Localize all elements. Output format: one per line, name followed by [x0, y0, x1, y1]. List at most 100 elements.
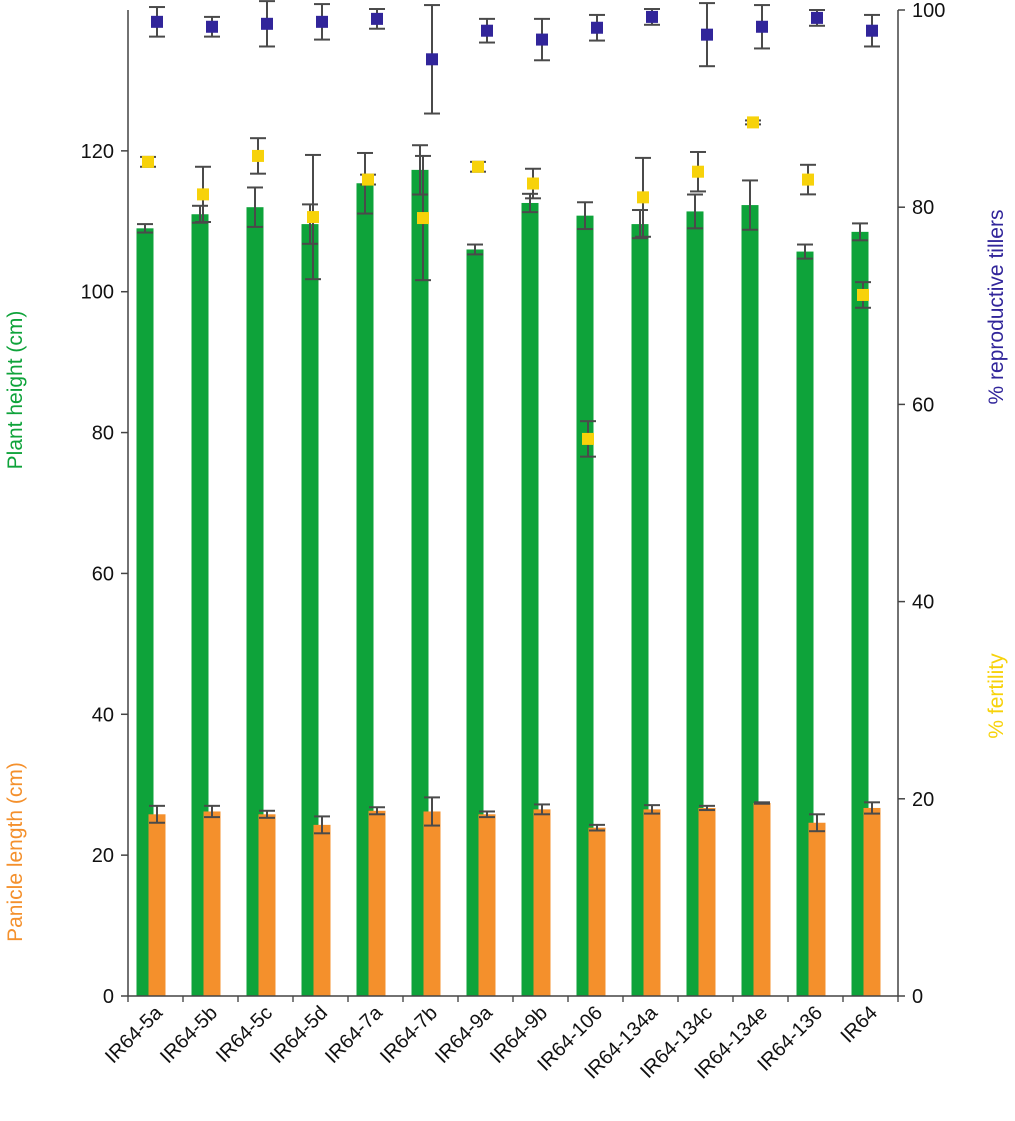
point-fertility [252, 149, 264, 162]
bar-panicle-length [588, 827, 606, 996]
errorbar-panicle-length [699, 804, 715, 812]
point-reproductive-tillers [866, 24, 878, 37]
errorbar-panicle-length [864, 801, 880, 815]
point-reproductive-tillers [151, 15, 163, 28]
point-reproductive-tillers [206, 20, 218, 33]
left-axis-title-panicle-length: Panicle length (cm) [4, 762, 27, 942]
bar-panicle-length [258, 814, 276, 996]
bar-panicle-length [753, 803, 771, 996]
point-fertility [307, 211, 319, 224]
errorbar-panicle-length [479, 810, 495, 819]
left-tick-label: 120 [81, 141, 114, 163]
x-tick-label: IR64-7b [376, 1002, 442, 1068]
errorbar-plant-height [137, 223, 153, 234]
bar-plant-height [466, 249, 484, 996]
errorbar-panicle-length [534, 803, 550, 816]
points-layer [140, 0, 880, 458]
right-tick-label: 20 [912, 789, 934, 811]
point-fertility [417, 212, 429, 225]
errorbar-plant-height [687, 193, 703, 230]
x-tick-label: IR64-5c [212, 1002, 277, 1067]
errorbar-plant-height [577, 201, 593, 231]
point-fertility [747, 116, 759, 129]
x-tick-label: IR64-7a [321, 1001, 387, 1067]
point-reproductive-tillers [646, 10, 658, 23]
point-reproductive-tillers [591, 21, 603, 34]
bar-plant-height [686, 211, 704, 996]
axes-layer [121, 9, 905, 1002]
bar-panicle-length [643, 809, 661, 996]
bar-panicle-length [698, 807, 716, 996]
x-tick-label: IR64-5a [101, 1001, 167, 1067]
point-fertility [802, 173, 814, 186]
right-tick-label: 80 [912, 197, 934, 219]
bar-panicle-length [863, 807, 881, 996]
errorbar-plant-height [467, 243, 483, 256]
point-reproductive-tillers [756, 20, 768, 33]
right-tick-label: 0 [912, 986, 923, 1008]
errorbar-plant-height [522, 192, 538, 214]
left-tick-label: 40 [92, 704, 114, 726]
errorbar-panicle-length [369, 806, 385, 816]
point-fertility [637, 191, 649, 204]
bar-plant-height [796, 251, 814, 996]
errorbar-panicle-length [149, 804, 165, 824]
x-tick-label: IR64 [837, 1002, 882, 1047]
errorbar-plant-height [852, 222, 868, 242]
point-fertility [362, 173, 374, 186]
bar-panicle-length [203, 811, 221, 996]
x-tick-label: IR64-5d [266, 1002, 332, 1068]
bar-plant-height [521, 202, 539, 996]
errorbar-plant-height [247, 186, 263, 228]
bar-panicle-length [368, 810, 386, 996]
bar-plant-height [576, 215, 594, 996]
errorbar-panicle-length [314, 815, 330, 835]
point-fertility [472, 160, 484, 173]
point-reproductive-tillers [426, 53, 438, 66]
point-fertility [197, 188, 209, 201]
right-axis-title-fertility: % fertility [985, 653, 1008, 739]
right-tick-label: 60 [912, 394, 934, 416]
right-tick-label: 100 [912, 0, 945, 22]
x-tick-label: IR64-5b [156, 1002, 222, 1068]
point-reproductive-tillers [536, 33, 548, 46]
bar-panicle-length [533, 809, 551, 996]
errorbar-plant-height [632, 209, 648, 240]
bar-plant-height [356, 183, 374, 997]
bar-plant-height [851, 231, 869, 997]
errorbar-plant-height [742, 179, 758, 231]
errorbar-panicle-length [644, 804, 660, 815]
point-reproductive-tillers [371, 12, 383, 25]
bar-panicle-length [808, 822, 826, 996]
bar-panicle-length [423, 811, 441, 996]
point-reproductive-tillers [811, 11, 823, 24]
errorbar-panicle-length [204, 804, 220, 819]
point-fertility [692, 165, 704, 178]
point-fertility [142, 155, 154, 168]
left-tick-label: 0 [103, 986, 114, 1008]
bar-plant-height [136, 228, 154, 997]
right-axis-title-reproductive-tillers: % reproductive tillers [985, 210, 1008, 405]
left-tick-label: 80 [92, 423, 114, 445]
point-reproductive-tillers [701, 28, 713, 41]
errorbar-plant-height [302, 203, 318, 245]
bars-layer [136, 144, 881, 997]
point-reproductive-tillers [261, 17, 273, 30]
bar-plant-height [411, 169, 429, 996]
x-tick-label: IR64-9a [431, 1001, 497, 1067]
bar-plant-height [301, 224, 319, 997]
errorbar-plant-height [797, 243, 813, 260]
errorbar-panicle-length [424, 796, 440, 827]
bar-plant-height [246, 207, 264, 996]
bar-plant-height [741, 205, 759, 996]
errorbar-panicle-length [589, 823, 605, 832]
point-fertility [582, 432, 594, 445]
bar-plant-height [631, 224, 649, 997]
left-axis-title-plant-height: Plant height (cm) [4, 311, 27, 470]
errorbar-plant-height [412, 144, 428, 196]
left-tick-label: 60 [92, 563, 114, 585]
point-fertility [527, 177, 539, 190]
right-tick-label: 40 [912, 592, 934, 614]
